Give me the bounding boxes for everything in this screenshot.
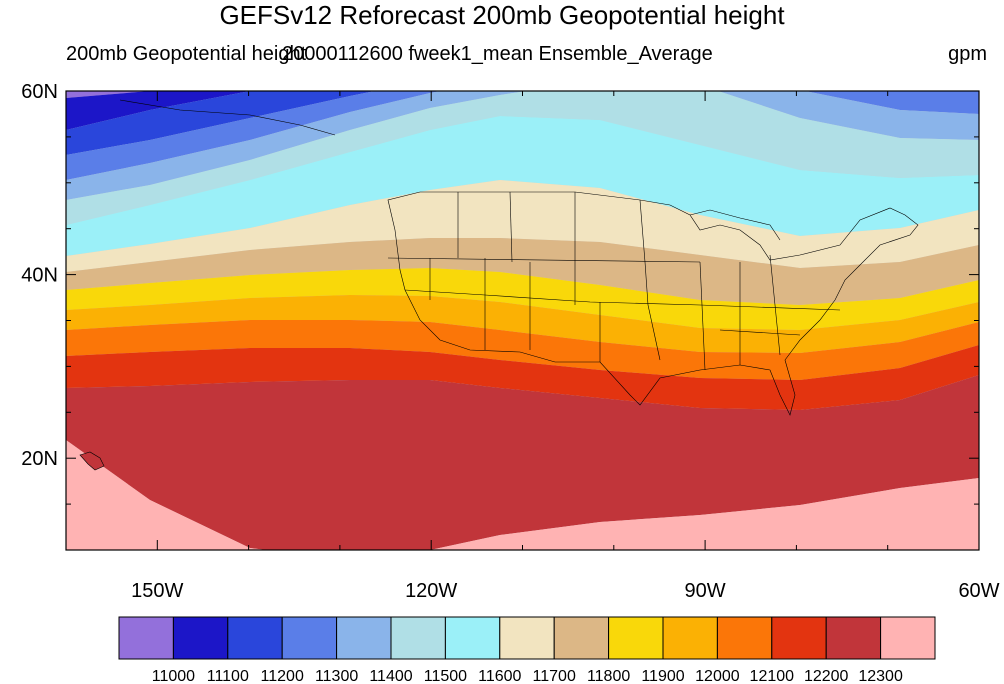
contour-band-12200 (66, 375, 979, 550)
boundary-line-9 (699, 261, 706, 371)
colorbar-label: 11500 (424, 668, 467, 684)
boundary-line-4 (639, 199, 661, 361)
boundary-line-6 (404, 289, 701, 306)
colorbar-swatch (281, 616, 338, 660)
colorbar-swatch (172, 616, 229, 660)
state-borders (79, 99, 919, 471)
boundary-line-13 (719, 329, 801, 336)
colorbar-label: 11300 (315, 668, 358, 684)
boundary-line-5 (387, 257, 701, 263)
contour-band-11300 (66, 91, 979, 200)
map-frame (65, 90, 980, 551)
contour-band-11600 (66, 180, 979, 272)
colorbar-label: 11400 (369, 668, 412, 684)
colorbar-label: 12200 (804, 668, 849, 684)
contour-band-11900 (66, 295, 979, 353)
colorbar-label: 11700 (533, 668, 576, 684)
contour-band-11400 (66, 91, 979, 225)
boundary-line-17 (119, 99, 336, 136)
colorbar-swatch (771, 616, 827, 660)
lon-label: 90W (685, 580, 726, 602)
colorbar-label: 11000 (152, 668, 195, 684)
contour-fill-layer (66, 91, 979, 550)
colorbar-swatch (662, 616, 718, 660)
colorbar-swatch (118, 616, 174, 660)
contour-band-12000 (66, 320, 979, 380)
contour-band-11000 (66, 91, 250, 130)
lon-label: 150W (131, 580, 183, 602)
lat-label: 60N (21, 81, 58, 103)
colorbar-swatch (499, 616, 555, 660)
colorbar-swatch (390, 616, 446, 660)
colorbar-label: 12300 (858, 668, 903, 684)
colorbar-swatch (444, 616, 501, 660)
contour-band-11100 (66, 91, 375, 155)
colorbar: 11000 11100 11200 11300 11400 11500 11600 11700… (118, 616, 936, 684)
boundary-line-0 (387, 191, 919, 416)
colorbar-label: 11900 (641, 668, 684, 684)
contour-band-11500 (66, 116, 979, 256)
colorbar-label: 11200 (261, 668, 304, 684)
colorbar-label: 12000 (695, 668, 740, 684)
lat-label: 20N (21, 448, 58, 470)
colorbar-swatch (553, 616, 610, 660)
forecast-label: 20000112600 fweek1_mean Ensemble_Average (282, 43, 713, 65)
contour-band-11800 (66, 268, 979, 330)
colorbar-label: 12100 (750, 668, 795, 684)
boundary-line-12 (699, 304, 841, 311)
lon-label: 120W (405, 580, 457, 602)
colorbar-swatch (227, 616, 283, 660)
latitude-labels: 60N 40N 20N (21, 81, 58, 470)
colorbar-label: 11600 (478, 668, 521, 684)
contour-band-11700 (66, 238, 979, 305)
boundary-line-11 (769, 254, 781, 356)
lon-label: 60W (958, 580, 999, 602)
colorbar-swatch (608, 616, 664, 660)
longitude-labels: 150W 120W 90W 60W (131, 580, 1000, 602)
boundary-line-2 (509, 191, 513, 263)
colorbar-label: 11100 (207, 668, 249, 684)
contour-band-12300 (66, 440, 979, 550)
contour-band-12100 (66, 345, 979, 410)
hawaii-outline (79, 451, 105, 471)
colorbar-label: 11800 (587, 668, 630, 684)
units-label: gpm (948, 43, 987, 65)
colorbar-swatch (825, 616, 882, 660)
boundary-line-16 (689, 209, 781, 241)
lat-label: 40N (21, 265, 58, 287)
contour-band-11200 (66, 91, 979, 180)
colorbar-swatch (716, 616, 773, 660)
colorbar-swatch (880, 616, 936, 660)
variable-label: 200mb Geopotential height (66, 43, 307, 65)
map-title: GEFSv12 Reforecast 200mb Geopotential he… (219, 0, 785, 30)
colorbar-swatch (336, 616, 392, 660)
